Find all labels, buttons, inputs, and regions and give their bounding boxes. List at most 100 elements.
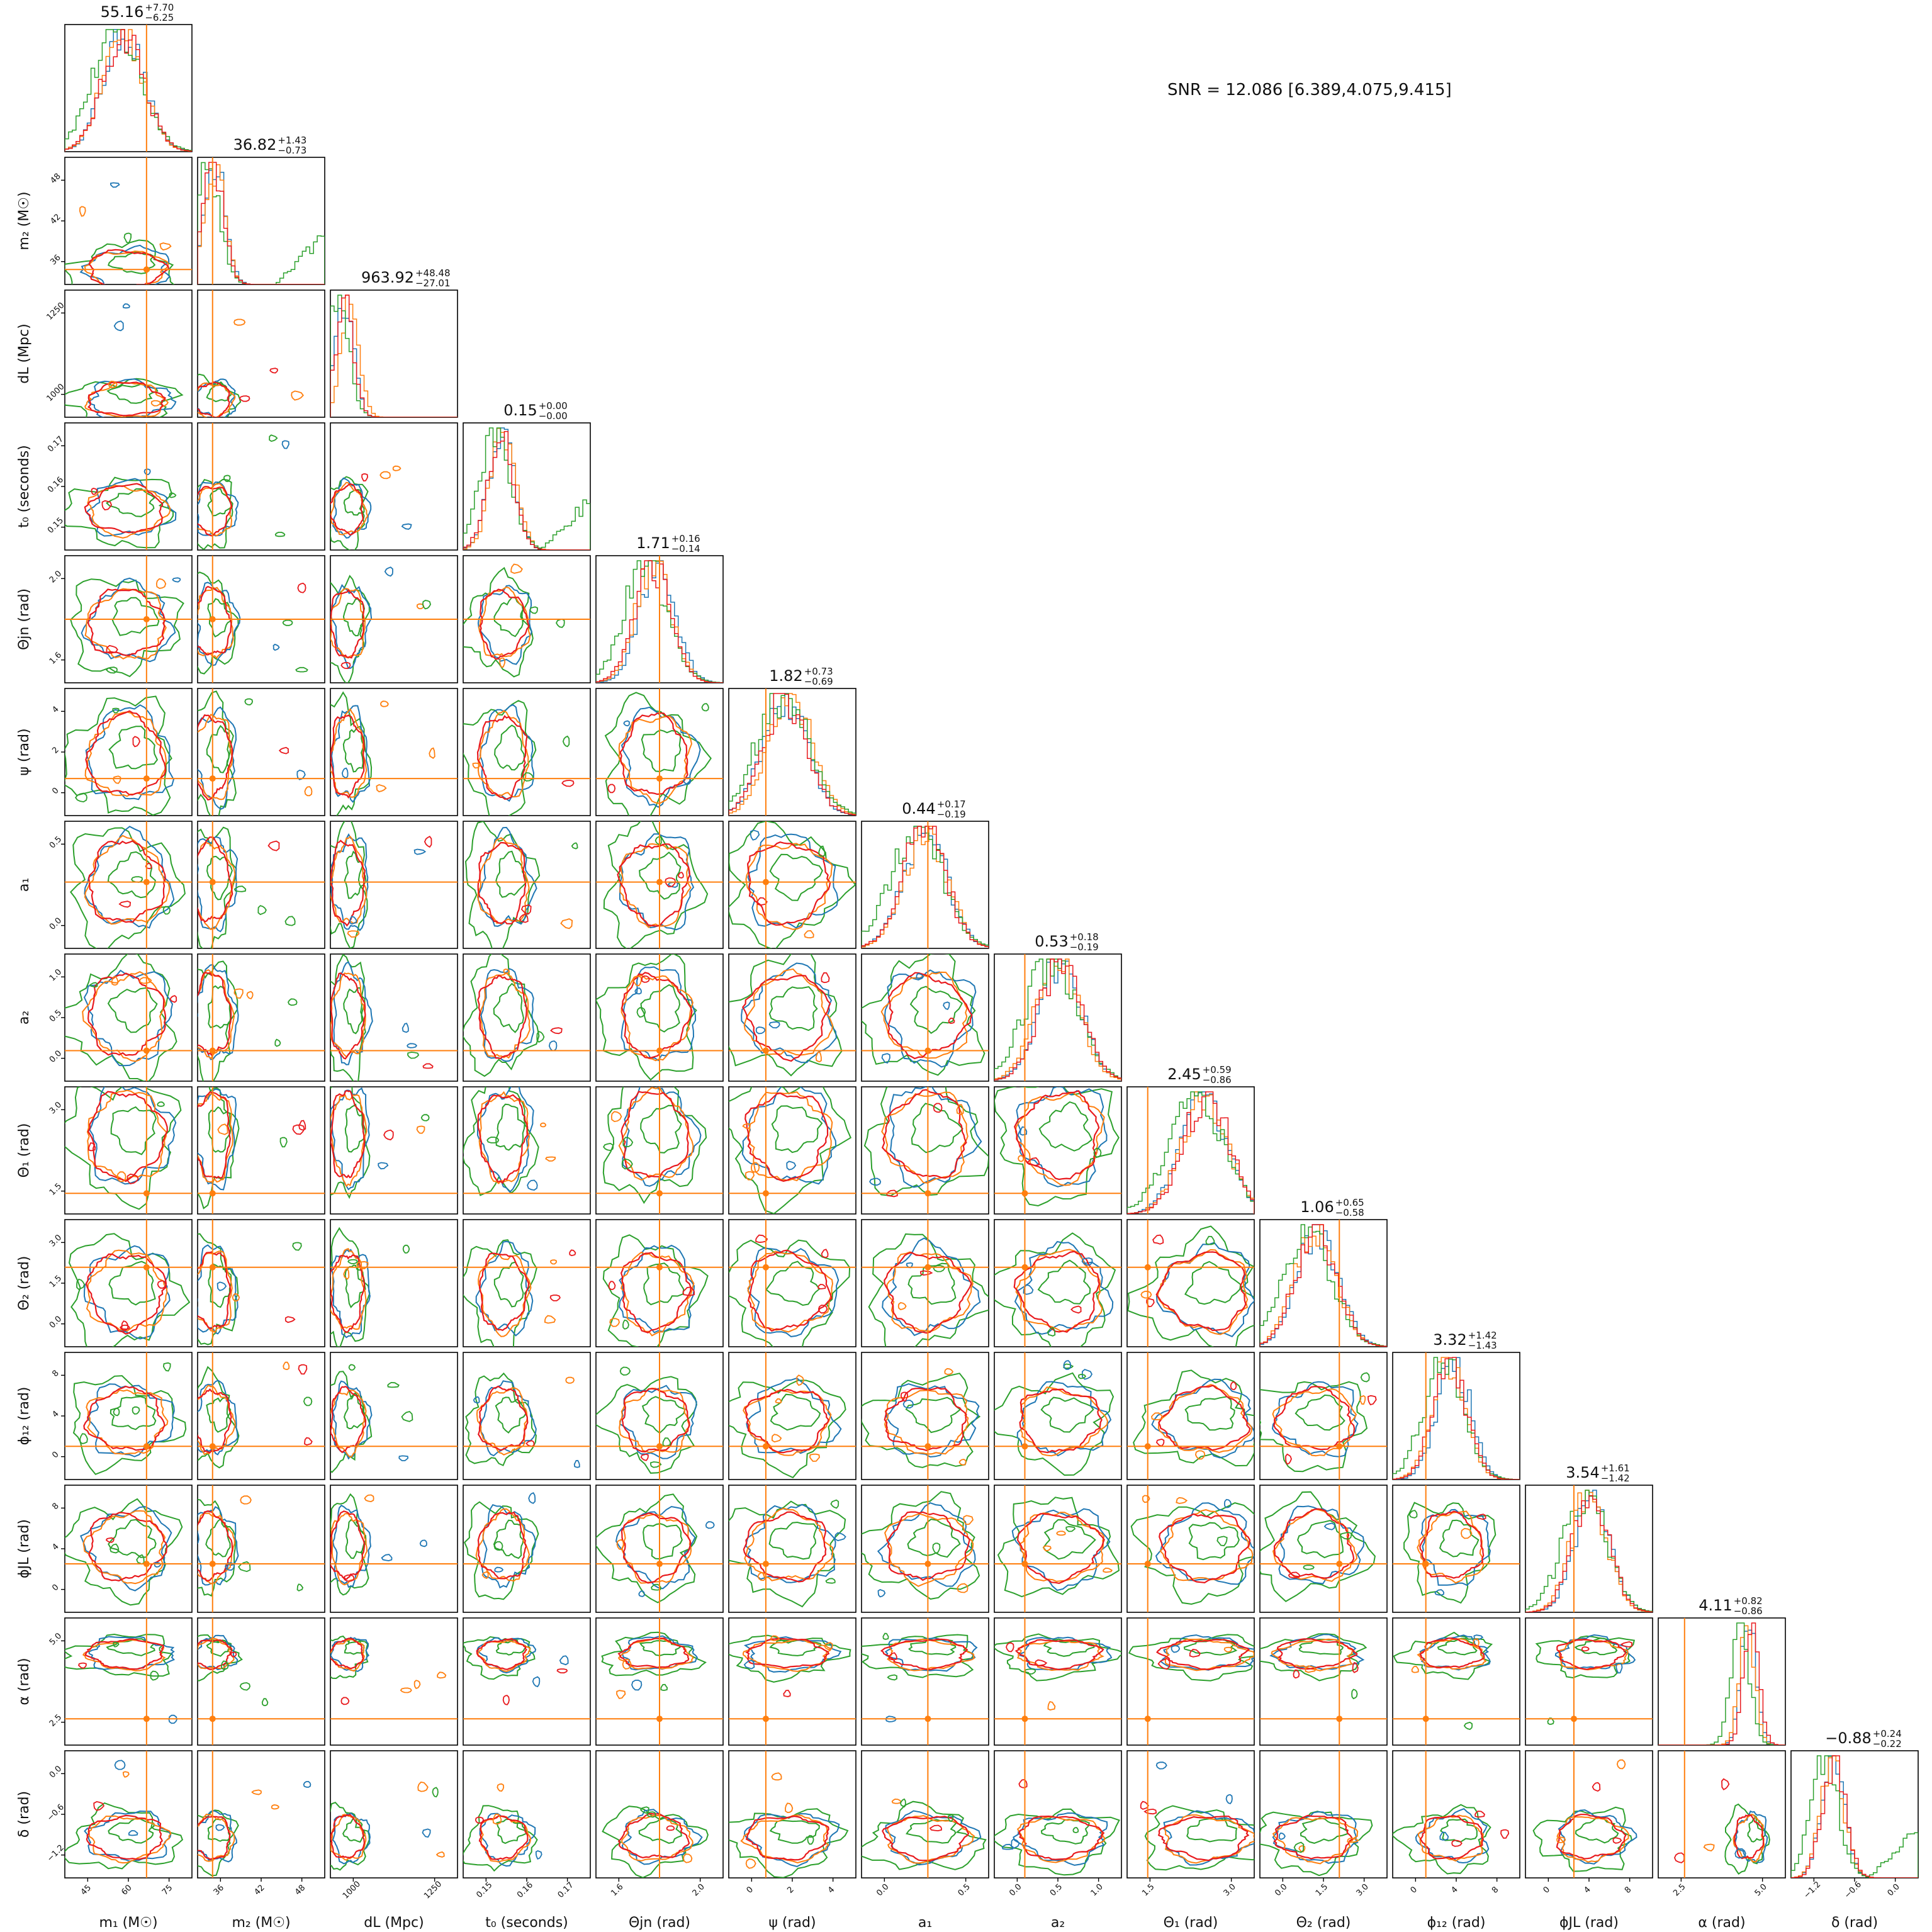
- panel-10-1: [197, 1352, 325, 1480]
- contour-series-2: [330, 1513, 368, 1586]
- contour-series-1: [330, 1636, 370, 1673]
- contour-series-3: [463, 1239, 537, 1347]
- contour-island: [616, 1539, 624, 1551]
- contour-island: [139, 977, 152, 984]
- contour-island: [556, 1668, 568, 1674]
- contour-series-4: [198, 486, 233, 537]
- panel-frame: [197, 1617, 325, 1746]
- x-tick-label: 1.0: [1089, 1882, 1105, 1898]
- panel-3-0: 0.15 0.16 0.17 t₀ (seconds): [16, 422, 193, 551]
- contour-series-4: [741, 974, 831, 1062]
- contour-island: [341, 767, 349, 779]
- panel-4-2: [330, 555, 458, 683]
- panel-frame: [330, 289, 458, 418]
- truth-marker: [1336, 1561, 1343, 1568]
- contour-island: [1011, 1838, 1020, 1849]
- contour-series-2: [198, 587, 234, 660]
- contour-series-3: [105, 488, 156, 517]
- contour-series-3: [868, 1233, 989, 1347]
- panel-frame: [1392, 1750, 1520, 1879]
- contour-series-4: [1419, 1815, 1485, 1860]
- panel-6-4: [595, 821, 724, 949]
- contour-series-3: [198, 690, 237, 816]
- truth-marker: [762, 879, 769, 885]
- contour-island: [1140, 1290, 1152, 1299]
- contour-series-1: [330, 705, 371, 803]
- contour-series-3: [604, 692, 712, 816]
- contour-series-1: [1415, 1808, 1490, 1864]
- panel-12-1: [197, 1617, 325, 1746]
- param-title: 2.45: [1167, 1065, 1201, 1083]
- contour-island: [636, 1007, 646, 1018]
- x-tick-label: 2: [785, 1885, 795, 1895]
- panel-frame: [1658, 1750, 1786, 1879]
- contour-series-4: [330, 1637, 364, 1670]
- contour-series-4: [1013, 1090, 1100, 1181]
- panel-frame: [197, 821, 325, 949]
- contour-island: [815, 1051, 822, 1063]
- histogram-series-3: [729, 693, 856, 816]
- contour-series-3: [602, 1234, 709, 1347]
- contour-series-2: [747, 1250, 834, 1333]
- contour-series-3: [65, 954, 177, 1081]
- contour-island: [1056, 1530, 1066, 1536]
- truth-marker: [762, 1264, 769, 1271]
- contour-series-4: [1016, 1513, 1105, 1585]
- truth-marker: [656, 1190, 663, 1197]
- contour-island: [233, 318, 246, 326]
- contour-series-3: [771, 1105, 823, 1154]
- panel-9-7: [994, 1219, 1122, 1347]
- panel-12-9: [1259, 1617, 1388, 1746]
- contour-island: [520, 904, 532, 915]
- contour-island: [110, 1543, 120, 1554]
- contour-series-3: [862, 1634, 974, 1678]
- panel-9-9: 1.06 +0.65−0.58: [1259, 1197, 1388, 1347]
- contour-series-3: [464, 821, 541, 948]
- panel-frame: [330, 1352, 458, 1480]
- contour-series-3: [495, 1637, 527, 1656]
- y-tick-label: 8: [50, 1369, 60, 1379]
- contour-island: [634, 987, 642, 995]
- contour-series-3: [596, 1493, 698, 1603]
- histogram-series-4: [65, 29, 192, 152]
- panel-frame: [463, 1750, 591, 1879]
- x-axis-label: δ (rad): [1831, 1915, 1878, 1931]
- histogram-series-3: [1658, 1622, 1785, 1745]
- contour-island: [347, 1259, 358, 1264]
- contour-island: [230, 1651, 237, 1658]
- contour-island: [1216, 1536, 1228, 1547]
- x-tick-label: 1.5: [1140, 1882, 1156, 1898]
- contour-island: [932, 1542, 941, 1554]
- contour-series-2: [1417, 1510, 1485, 1584]
- contour-series-2: [330, 1389, 367, 1458]
- contour-island: [407, 1052, 420, 1059]
- panel-5-5: 1.82 +0.73−0.69: [728, 666, 856, 816]
- contour-island: [1151, 1412, 1164, 1420]
- contour-series-3: [1439, 1519, 1480, 1558]
- panel-4-0: 1.6 2.0 Θjn (rad): [16, 555, 193, 683]
- contour-island: [392, 465, 402, 471]
- histogram-series-2: [1658, 1625, 1785, 1745]
- contour-island: [818, 845, 826, 857]
- contour-series-3: [640, 984, 681, 1033]
- contour-series-3: [207, 598, 232, 638]
- contour-series-2: [1417, 1638, 1487, 1670]
- contour-series-2: [1733, 1814, 1765, 1863]
- truth-marker: [1422, 1716, 1429, 1722]
- contour-island: [677, 872, 684, 879]
- contour-island: [348, 1364, 356, 1371]
- contour-series-3: [862, 954, 986, 1076]
- panel-frame: [1126, 1485, 1255, 1613]
- y-tick-label: 0: [50, 1583, 60, 1593]
- x-tick-label: 0.5: [1048, 1882, 1064, 1898]
- contour-island: [662, 1437, 671, 1447]
- histogram-series-4: [463, 430, 590, 550]
- contour-series-2: [198, 1250, 233, 1334]
- param-title-plus: +0.16: [671, 533, 700, 544]
- panel-11-8: [1126, 1485, 1255, 1613]
- panel-9-3: [463, 1219, 591, 1347]
- y-axis-label: α (rad): [16, 1658, 32, 1705]
- y-tick-label: 0.15: [46, 516, 65, 536]
- panel-11-7: [994, 1485, 1122, 1613]
- contour-series-3: [198, 960, 239, 1081]
